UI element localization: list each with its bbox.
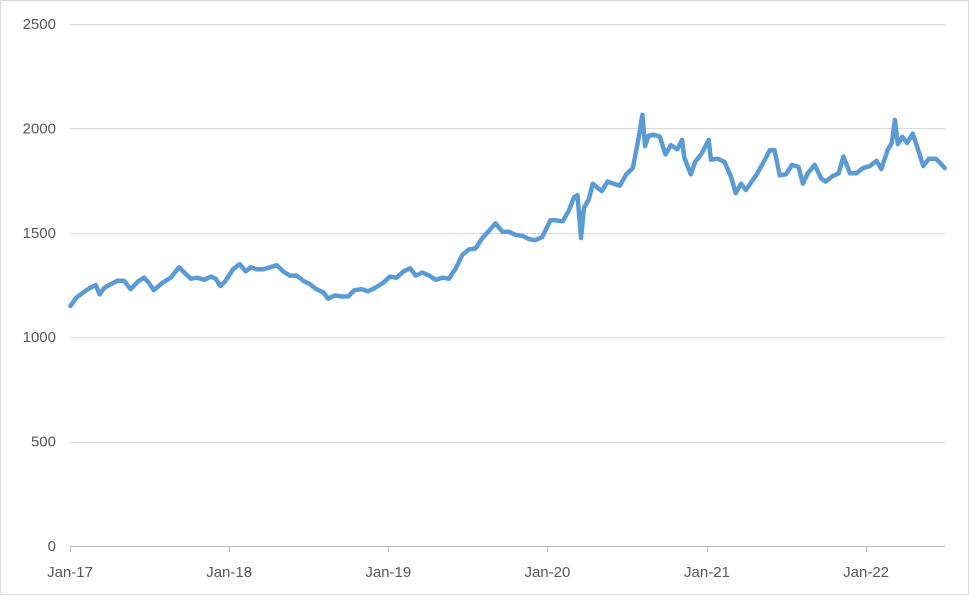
y-tick-label: 1000 xyxy=(23,329,56,346)
x-tick-label: Jan-18 xyxy=(206,564,252,581)
x-tick-label: Jan-22 xyxy=(843,564,889,581)
x-tick-label: Jan-21 xyxy=(684,564,730,581)
y-tick-label: 0 xyxy=(48,538,56,555)
x-axis: Jan-17 Jan-18 Jan-19 Jan-20 Jan-21 Jan-22 xyxy=(47,546,945,581)
x-tick-label: Jan-19 xyxy=(365,564,411,581)
y-tick-label: 500 xyxy=(31,434,56,451)
y-tick-label: 1500 xyxy=(23,225,56,242)
series-line-0 xyxy=(68,112,947,309)
x-tick-label: Jan-20 xyxy=(524,564,570,581)
series-group xyxy=(68,112,947,309)
y-tick-label: 2500 xyxy=(23,16,56,33)
y-axis-ticks: 0 500 1000 1500 2000 2500 xyxy=(23,16,56,555)
y-tick-label: 2000 xyxy=(23,120,56,137)
x-tick-label: Jan-17 xyxy=(47,564,93,581)
